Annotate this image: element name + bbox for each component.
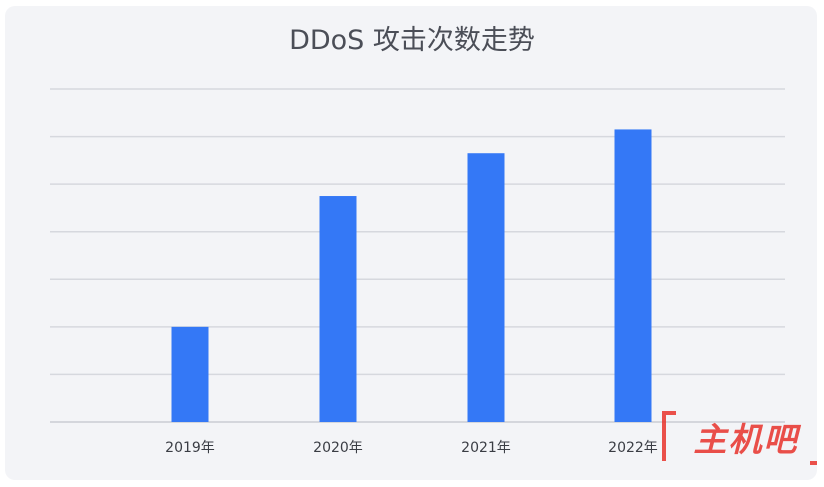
bar-1 — [319, 196, 357, 422]
watermark-logo: 主机吧 — [660, 409, 817, 467]
bar-chart: DDoS 攻击次数走势 2019年 2020年 2021年 2022年 — [50, 25, 785, 456]
grid-layer — [50, 88, 785, 423]
x-tick-label: 2021年 — [461, 440, 511, 456]
watermark-logo-graphic: 主机吧 — [662, 411, 817, 465]
bar-0 — [171, 326, 209, 422]
x-tick-label: 2019年 — [165, 440, 215, 456]
x-tick-label: 2020年 — [313, 440, 363, 456]
x-tick-labels: 2019年 2020年 2021年 2022年 — [165, 440, 658, 456]
bar-3 — [614, 129, 652, 422]
chart-card: DDoS 攻击次数走势 2019年 2020年 2021年 2022年 主机吧 — [5, 6, 817, 480]
watermark-text: 主机吧 — [694, 420, 802, 459]
chart-title: DDoS 攻击次数走势 — [289, 25, 535, 56]
bar-2 — [467, 153, 505, 422]
x-tick-label: 2022年 — [608, 440, 658, 456]
bars-layer — [171, 129, 652, 422]
